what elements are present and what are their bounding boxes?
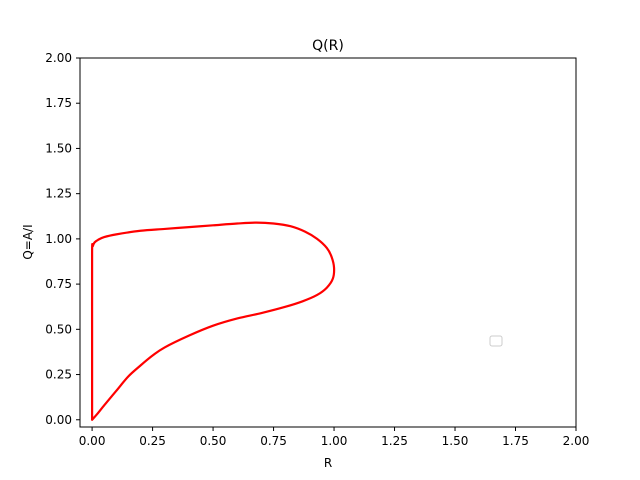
x-tick-label: 1.50 xyxy=(442,434,469,448)
x-tick-label: 0.50 xyxy=(200,434,227,448)
y-tick-label: 1.25 xyxy=(45,187,72,201)
series-layer xyxy=(90,221,336,421)
y-tick-label: 0.50 xyxy=(45,322,72,336)
y-tick-label: 1.75 xyxy=(45,96,72,110)
x-tick-label: 0.25 xyxy=(139,434,166,448)
x-tick-label: 0.75 xyxy=(260,434,287,448)
legend xyxy=(489,335,503,347)
x-axis-ticks: 0.00 0.25 0.50 0.75 1.00 1.25 1.50 1.75 2.00 xyxy=(79,427,590,448)
y-tick-label: 0.75 xyxy=(45,277,72,291)
y-tick-label: 1.50 xyxy=(45,141,72,155)
y-axis-label: Q=A/I xyxy=(21,224,35,259)
x-axis-label: R xyxy=(324,456,332,470)
y-tick-label: 2.00 xyxy=(45,51,72,65)
y-axis-ticks: 0.00 0.25 0.50 0.75 1.00 1.25 1.50 1.75 2.00 xyxy=(45,51,80,427)
x-tick-label: 1.25 xyxy=(381,434,408,448)
x-tick-label: 0.00 xyxy=(79,434,106,448)
y-tick-label: 0.25 xyxy=(45,368,72,382)
plot-area xyxy=(80,58,576,427)
x-tick-label: 2.00 xyxy=(563,434,590,448)
legend-box xyxy=(489,335,503,347)
axes-frame xyxy=(79,57,577,428)
y-tick-label: 0.00 xyxy=(45,413,72,427)
series-line xyxy=(90,221,336,421)
chart-title: Q(R) xyxy=(312,38,344,54)
x-tick-label: 1.00 xyxy=(321,434,348,448)
y-tick-label: 1.00 xyxy=(45,232,72,246)
x-tick-label: 1.75 xyxy=(502,434,529,448)
